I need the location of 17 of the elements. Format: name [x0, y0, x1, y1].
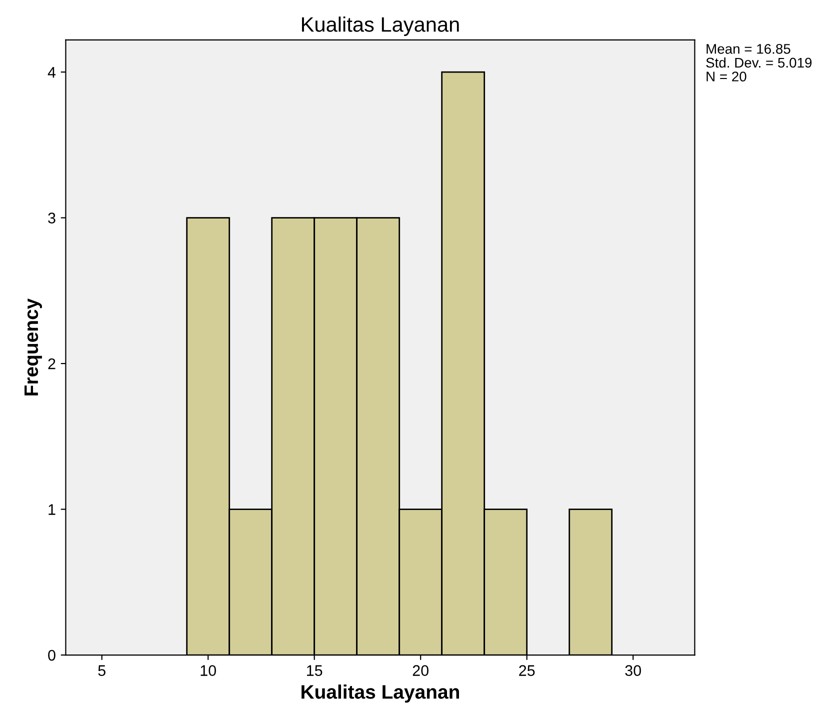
- x-tick-label: 10: [200, 665, 216, 676]
- text: Std. Dev. = 5.019: [706, 57, 812, 68]
- x-tick-label: 15: [307, 665, 322, 676]
- x-tick-label: 5: [98, 665, 106, 676]
- y-tick-label: 0: [48, 650, 56, 661]
- x-axis-title: Kualitas Layanan: [302, 684, 459, 703]
- y-tick-label: 3: [48, 212, 56, 224]
- chart-title: Kualitas Layanan: [302, 16, 459, 36]
- y-tick-label: 4: [48, 67, 56, 78]
- y-tick-label: 2: [48, 358, 56, 370]
- x-tick-label: 20: [412, 665, 428, 676]
- y-axis-title: Frequency: [24, 298, 42, 396]
- x-tick-label: 25: [519, 665, 535, 676]
- x-tick-label: 30: [625, 665, 641, 676]
- text: Mean = 16.85: [706, 44, 790, 54]
- text: N = 20: [706, 72, 746, 82]
- y-tick-label: 1: [48, 504, 56, 515]
